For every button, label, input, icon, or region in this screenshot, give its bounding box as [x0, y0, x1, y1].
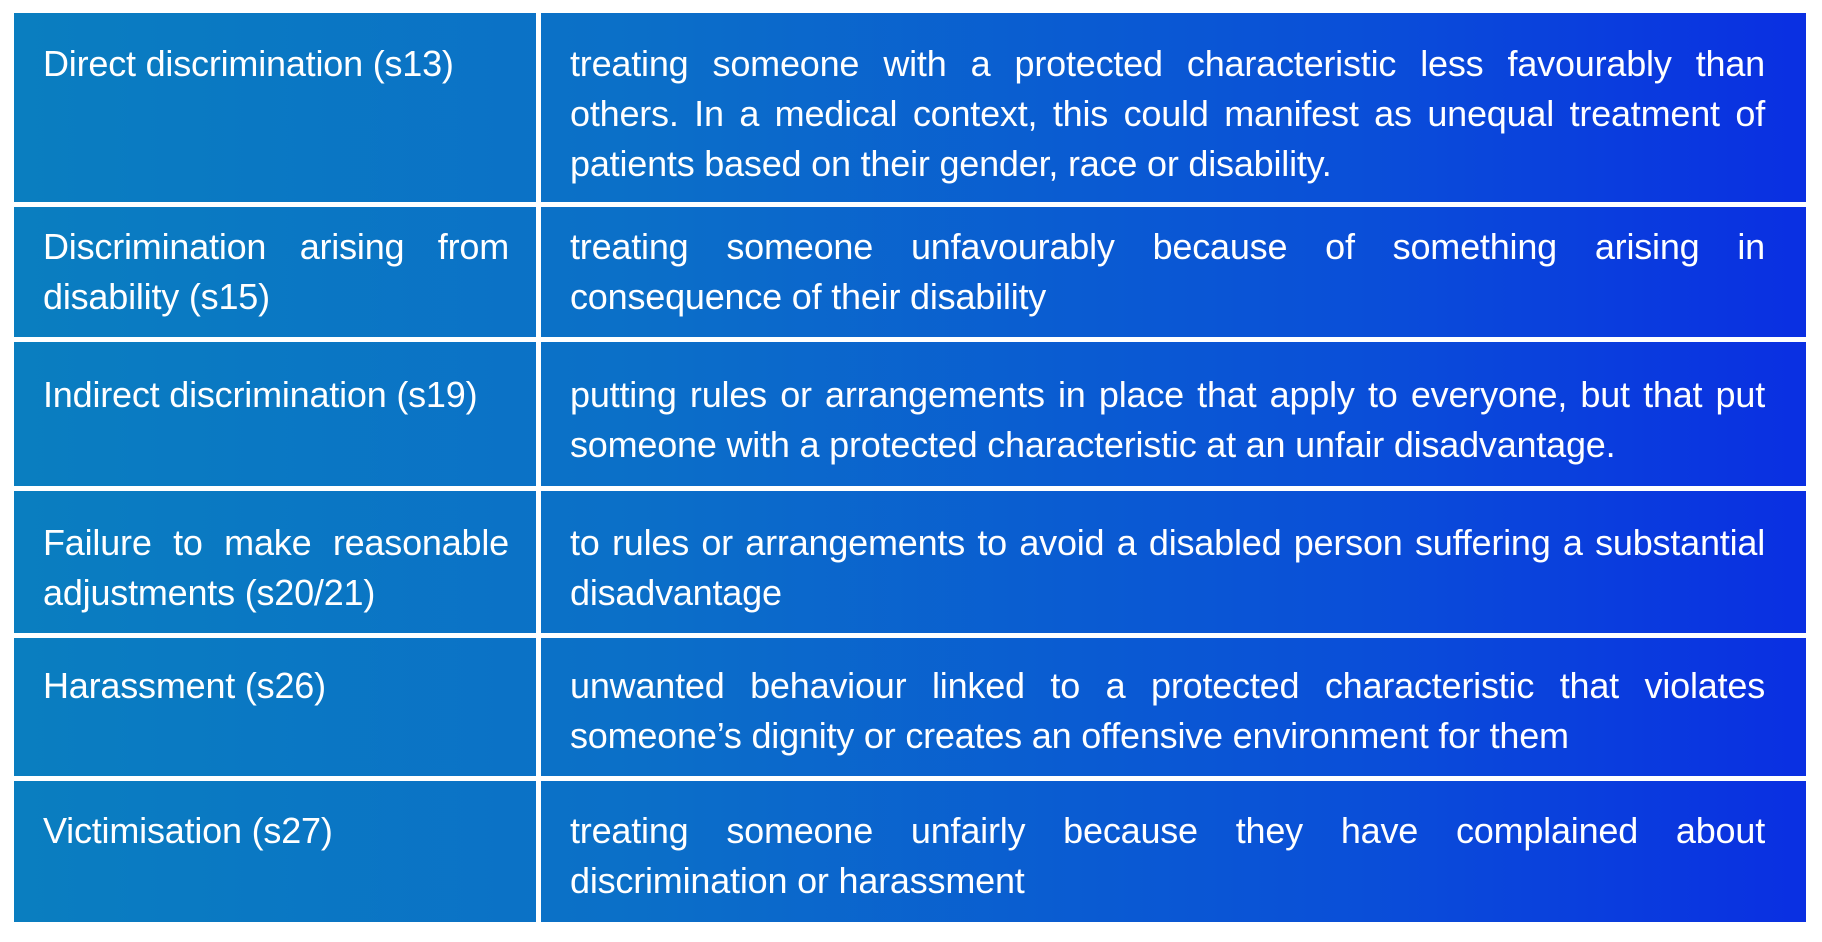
row-definition-direct-discrimination: treating someone with a protected charac…	[570, 43, 1765, 184]
row-definition-victimisation: treating someone unfairly because they h…	[570, 810, 1765, 901]
row-term-discrimination-arising: Discrimination arising from disability (…	[43, 226, 509, 317]
row-definition-reasonable-adjustments: to rules or arrangements to avoid a disa…	[570, 522, 1765, 613]
row-divider	[14, 202, 1806, 207]
row-divider	[14, 776, 1806, 781]
row-term-reasonable-adjustments: Failure to make reasonable adjustments (…	[43, 522, 509, 613]
row-definition-discrimination-arising: treating someone unfavourably because of…	[570, 226, 1765, 317]
table-grid: Direct discrimination (s13) treating som…	[14, 13, 1806, 922]
definitions-table: Direct discrimination (s13) treating som…	[14, 13, 1806, 922]
row-term-harassment: Harassment (s26)	[43, 665, 326, 706]
row-divider	[14, 486, 1806, 491]
column-divider	[536, 13, 541, 922]
row-term-direct-discrimination: Direct discrimination (s13)	[43, 43, 454, 84]
row-divider	[14, 337, 1806, 342]
row-divider	[14, 633, 1806, 638]
row-term-indirect-discrimination: Indirect discrimination (s19)	[43, 374, 478, 415]
row-definition-indirect-discrimination: putting rules or arrangements in place t…	[570, 374, 1765, 465]
row-term-victimisation: Victimisation (s27)	[43, 810, 333, 851]
row-definition-harassment: unwanted behaviour linked to a protected…	[570, 665, 1765, 756]
